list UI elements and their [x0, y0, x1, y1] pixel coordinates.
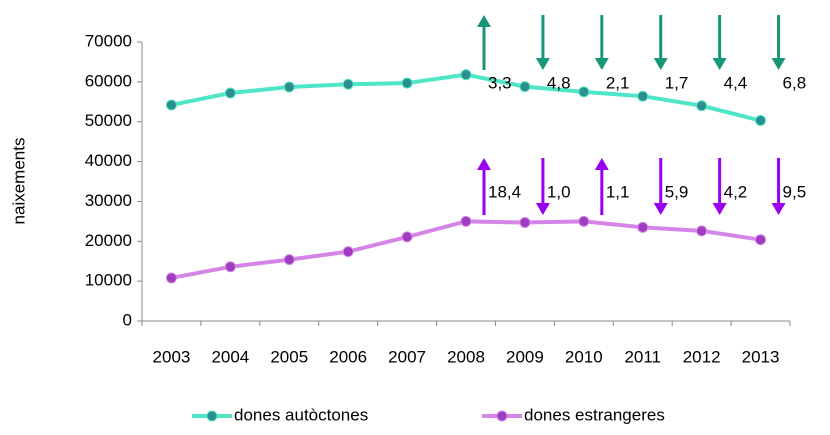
data-point: [165, 272, 177, 284]
data-point: [224, 261, 236, 273]
change-arrow-head: [594, 58, 609, 70]
change-label: 1,1: [606, 182, 630, 201]
change-arrow-head: [653, 58, 668, 70]
change-arrow-head: [771, 203, 786, 215]
data-point: [578, 86, 590, 98]
change-arrow-head: [477, 158, 491, 170]
data-point: [696, 225, 708, 237]
data-point: [342, 246, 354, 258]
data-point: [460, 69, 472, 81]
y-tick-label: 40000: [85, 151, 132, 170]
y-axis-label: naixements: [9, 138, 28, 225]
x-tick-label: 2011: [624, 347, 661, 366]
data-point: [283, 254, 295, 266]
change-arrow-head: [712, 58, 727, 70]
change-arrow-head: [594, 158, 609, 170]
legend-marker: [496, 410, 508, 422]
y-tick-label: 70000: [85, 31, 132, 50]
change-arrow-head: [771, 58, 786, 70]
data-point: [401, 231, 413, 243]
change-arrow-head: [477, 15, 491, 27]
x-tick-label: 2004: [211, 347, 249, 366]
data-point: [755, 234, 767, 246]
change-label: 1,0: [547, 182, 571, 201]
change-arrow-head: [712, 203, 727, 215]
legend-label: dones autòctones: [234, 405, 368, 424]
x-tick-label: 2012: [683, 347, 721, 366]
change-label: 4,2: [724, 182, 748, 201]
data-point: [578, 215, 590, 227]
change-label: 5,9: [665, 182, 689, 201]
change-label: 4,4: [724, 73, 748, 92]
change-label: 2,1: [606, 73, 630, 92]
x-tick-label: 2010: [565, 347, 603, 366]
data-point: [637, 90, 649, 102]
change-label: 9,5: [783, 182, 807, 201]
data-point: [460, 215, 472, 227]
data-point: [637, 221, 649, 233]
x-tick-label: 2013: [742, 347, 780, 366]
x-tick-label: 2007: [388, 347, 426, 366]
change-arrow-head: [653, 203, 668, 215]
change-label: 18,4: [488, 182, 521, 201]
legend-label: dones estrangeres: [524, 405, 665, 424]
y-tick-label: 0: [123, 310, 132, 329]
y-tick-label: 10000: [85, 271, 132, 290]
y-tick-label: 20000: [85, 231, 132, 250]
data-point: [283, 81, 295, 93]
x-tick-label: 2006: [329, 347, 367, 366]
change-arrow-head: [535, 58, 550, 70]
change-arrow-head: [535, 203, 550, 215]
data-point: [519, 217, 531, 229]
change-label: 3,3: [488, 73, 512, 92]
x-tick-label: 2003: [153, 347, 191, 366]
change-label: 4,8: [547, 73, 571, 92]
data-point: [755, 115, 767, 127]
data-point: [165, 99, 177, 111]
data-point: [342, 78, 354, 90]
data-point: [519, 81, 531, 93]
x-tick-label: 2005: [270, 347, 308, 366]
y-tick-label: 50000: [85, 111, 132, 130]
y-tick-label: 60000: [85, 71, 132, 90]
data-point: [224, 87, 236, 99]
change-label: 6,8: [783, 73, 807, 92]
data-point: [401, 77, 413, 89]
legend-marker: [206, 410, 218, 422]
change-label: 1,7: [665, 73, 689, 92]
data-point: [696, 100, 708, 112]
x-tick-label: 2009: [506, 347, 544, 366]
x-tick-label: 2008: [447, 347, 485, 366]
series-line: [171, 219, 761, 280]
y-tick-label: 30000: [85, 191, 132, 210]
